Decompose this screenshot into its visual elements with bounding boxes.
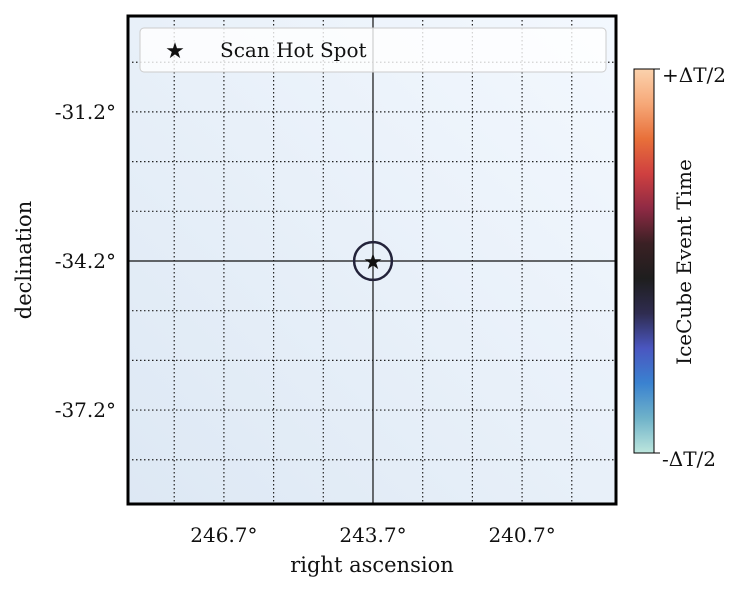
x-tick-label: 246.7° (190, 523, 257, 547)
legend: ★ Scan Hot Spot (139, 27, 607, 73)
x-axis-label: right ascension (290, 553, 454, 577)
legend-label: Scan Hot Spot (220, 38, 367, 62)
colorbar-bar (633, 68, 655, 454)
y-tick-label: -37.2° (55, 398, 116, 422)
colorbar-tick-top: +ΔT/2 (662, 63, 726, 87)
hot-spot-star-marker: ★ (363, 250, 383, 275)
colorbar-label: IceCube Event Time (672, 159, 696, 365)
y-tick-label: -34.2° (55, 249, 116, 273)
tick-labels: 246.7° 243.7° 240.7° -31.2° -34.2° -37.2° (55, 100, 556, 547)
plot-frame (126, 14, 618, 506)
marks: ★ (128, 16, 616, 504)
x-tick-label: 243.7° (339, 523, 406, 547)
y-axis-label: declination (12, 201, 36, 319)
legend-box (139, 27, 607, 73)
y-tick-label: -31.2° (55, 100, 116, 124)
colorbar-tick-bottom: -ΔT/2 (662, 447, 716, 471)
legend-star-icon: ★ (165, 39, 185, 64)
x-tick-label: 240.7° (488, 523, 555, 547)
plot-background (128, 16, 616, 504)
error-circle (352, 240, 394, 282)
colorbar: +ΔT/2 -ΔT/2 IceCube Event Time (633, 63, 726, 471)
